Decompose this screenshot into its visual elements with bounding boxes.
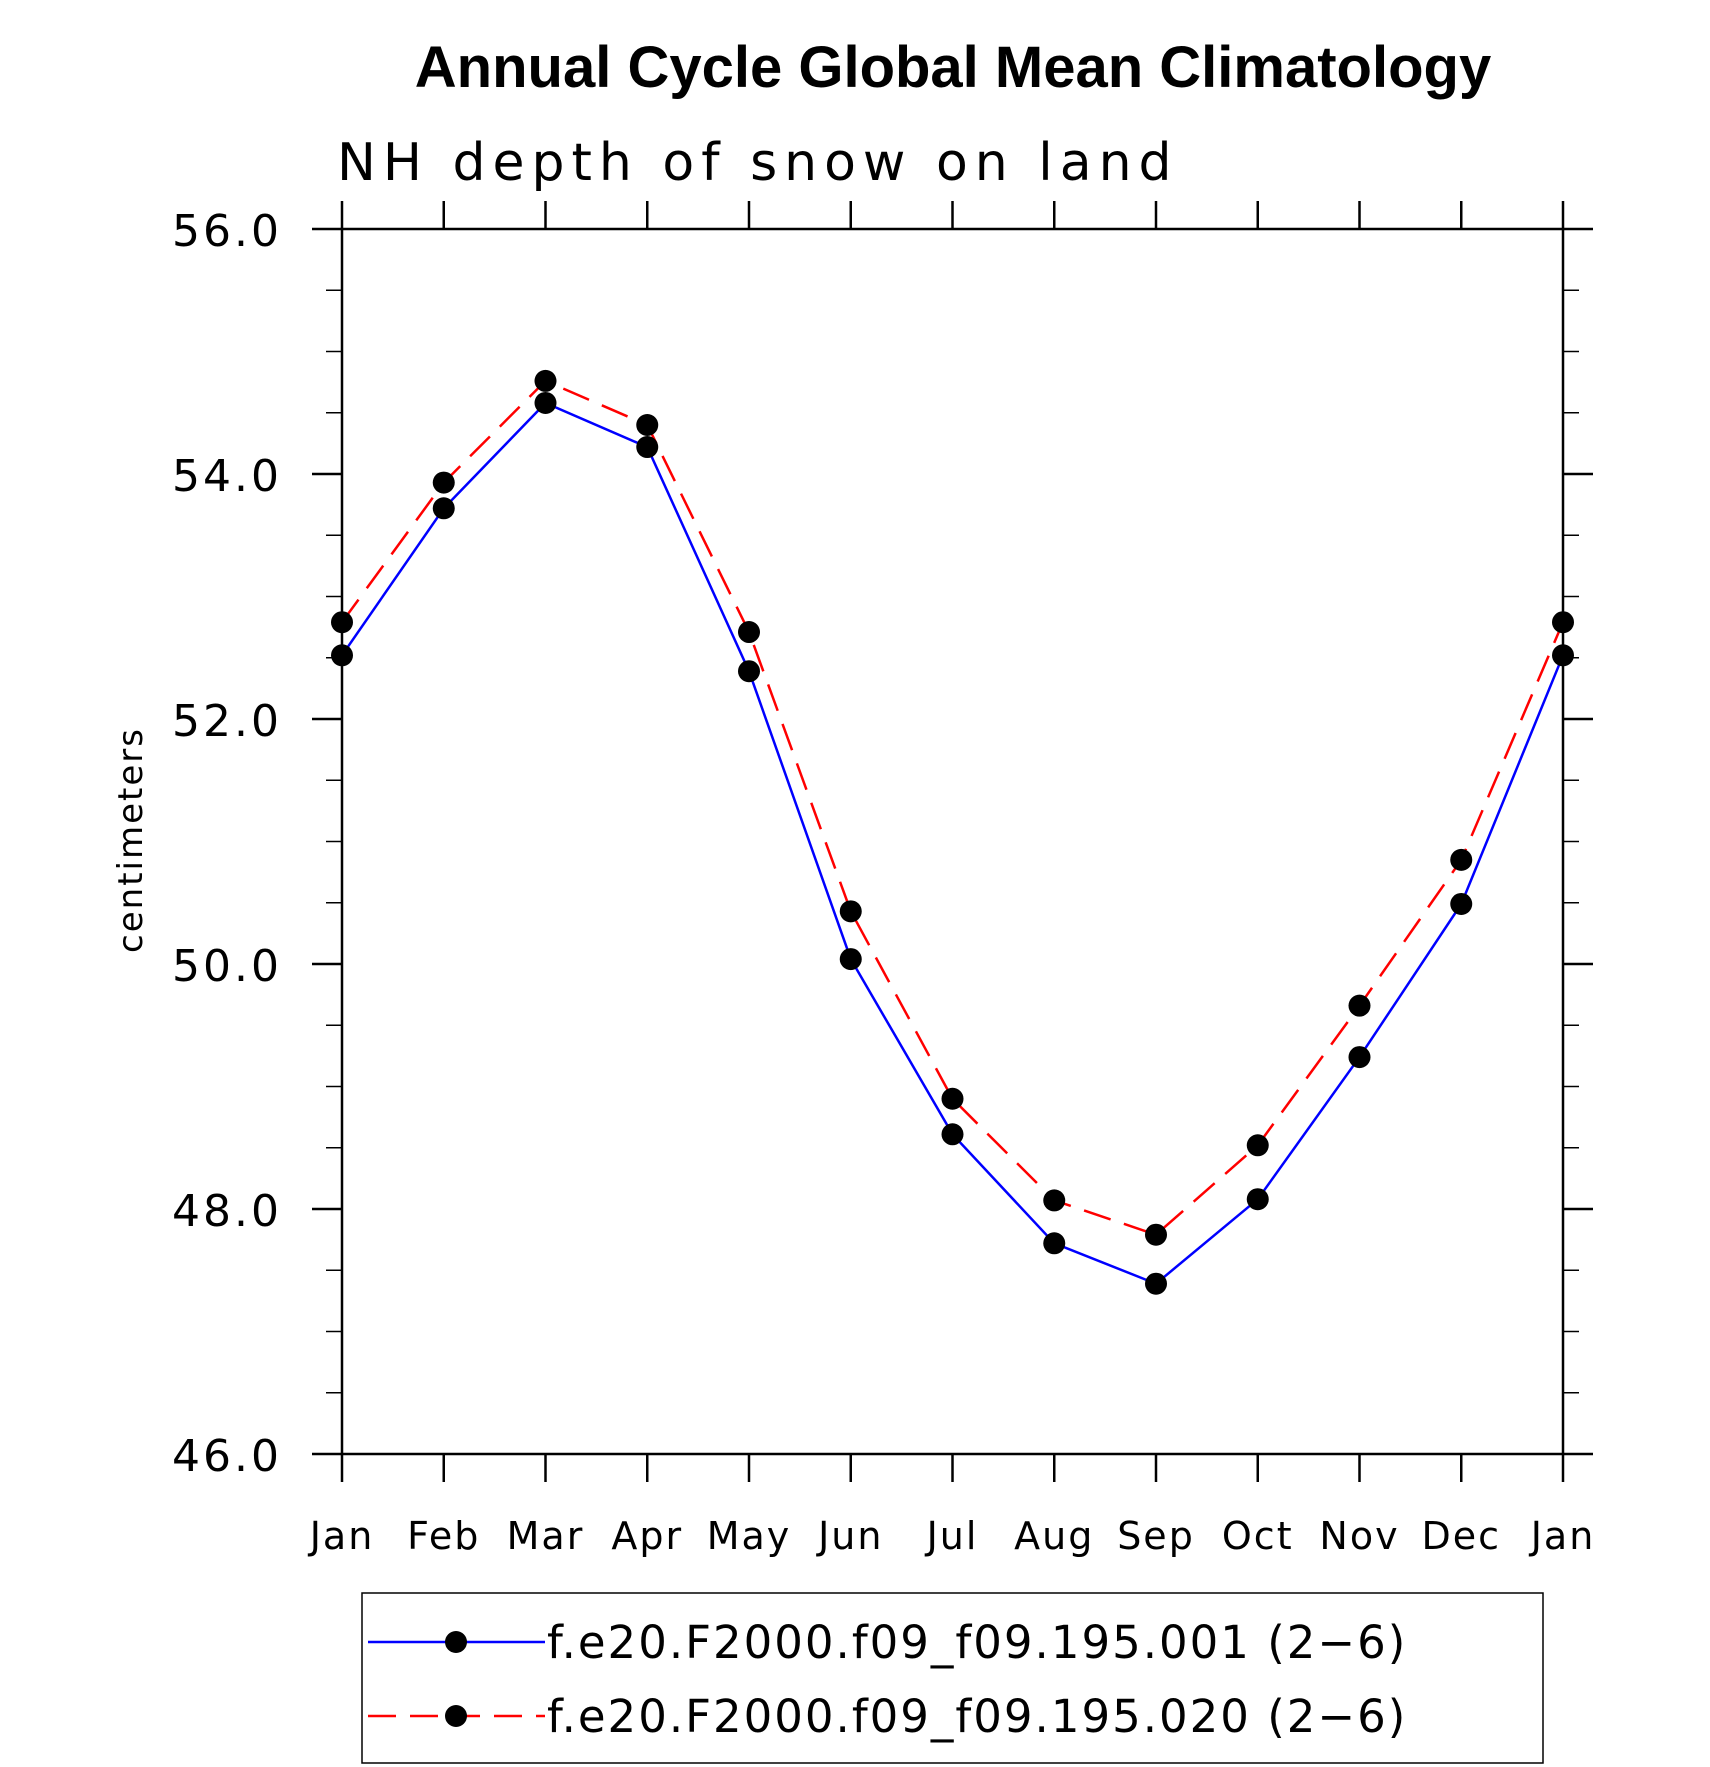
x-tick-label: Oct bbox=[1222, 1514, 1294, 1558]
series-2-point bbox=[636, 414, 659, 436]
series-2-point bbox=[1348, 994, 1371, 1017]
series-2-point bbox=[432, 471, 455, 494]
series-1-point bbox=[1450, 892, 1473, 915]
series-line-1 bbox=[340, 401, 1565, 1286]
series-2-point bbox=[1450, 848, 1473, 871]
series-1-point bbox=[1552, 644, 1574, 667]
series-1-point bbox=[839, 948, 862, 971]
series-1-point bbox=[1246, 1188, 1269, 1211]
y-tick-label: 54.0 bbox=[172, 451, 282, 502]
series-2-point bbox=[738, 621, 760, 644]
series-1-point bbox=[738, 660, 760, 683]
x-tick-label: Jul bbox=[925, 1514, 979, 1558]
x-tick-label: Apr bbox=[611, 1514, 683, 1558]
y-tick-label: 52.0 bbox=[172, 696, 282, 747]
series-2-point bbox=[1246, 1134, 1269, 1157]
series-1-point bbox=[1348, 1046, 1371, 1069]
series-2-point bbox=[839, 900, 862, 923]
series-2-point bbox=[1043, 1189, 1066, 1212]
series-2-point bbox=[941, 1087, 964, 1110]
series-2-point bbox=[1145, 1223, 1167, 1246]
x-tick-label: Jan bbox=[1529, 1514, 1596, 1558]
legend-label-2: f.e20.F2000.f09_f09.195.020 (2−6) bbox=[547, 1690, 1407, 1743]
y-tick-label: 56.0 bbox=[172, 206, 282, 257]
x-tick-label: Jun bbox=[816, 1514, 883, 1558]
series-1-point bbox=[636, 436, 659, 459]
legend-marker-2 bbox=[445, 1705, 467, 1727]
x-tick-label: Nov bbox=[1319, 1514, 1399, 1558]
series-1-point bbox=[534, 391, 557, 414]
x-tick-label: Aug bbox=[1014, 1514, 1094, 1558]
chart-title: Annual Cycle Global Mean Climatology bbox=[415, 35, 1491, 100]
series-2-point bbox=[331, 611, 353, 634]
series-1-point bbox=[331, 644, 353, 667]
legend-marker-1 bbox=[445, 1631, 467, 1653]
legend-label-1: f.e20.F2000.f09_f09.195.001 (2−6) bbox=[547, 1616, 1407, 1669]
series-2-point bbox=[534, 369, 557, 392]
x-tick-label: Sep bbox=[1117, 1514, 1195, 1558]
y-tick-label: 50.0 bbox=[172, 941, 282, 992]
y-tick-label: 48.0 bbox=[172, 1186, 282, 1237]
series-2-point bbox=[1552, 611, 1574, 634]
series-1-point bbox=[1145, 1272, 1167, 1295]
x-tick-label: May bbox=[707, 1514, 792, 1558]
y-axis-label: centimeters bbox=[111, 727, 151, 953]
x-tick-label: Dec bbox=[1421, 1514, 1501, 1558]
series-1-point bbox=[432, 497, 455, 520]
series-1-point bbox=[1043, 1232, 1066, 1255]
x-tick-label: Jan bbox=[308, 1514, 375, 1558]
legend-box bbox=[361, 1592, 1544, 1764]
y-tick-label: 46.0 bbox=[172, 1431, 282, 1482]
series-1-point bbox=[941, 1123, 964, 1146]
chart-subtitle: NH depth of snow on land bbox=[337, 133, 1179, 193]
plot-frame bbox=[340, 227, 1565, 1456]
x-tick-label: Feb bbox=[407, 1514, 480, 1558]
x-tick-label: Mar bbox=[507, 1514, 585, 1558]
